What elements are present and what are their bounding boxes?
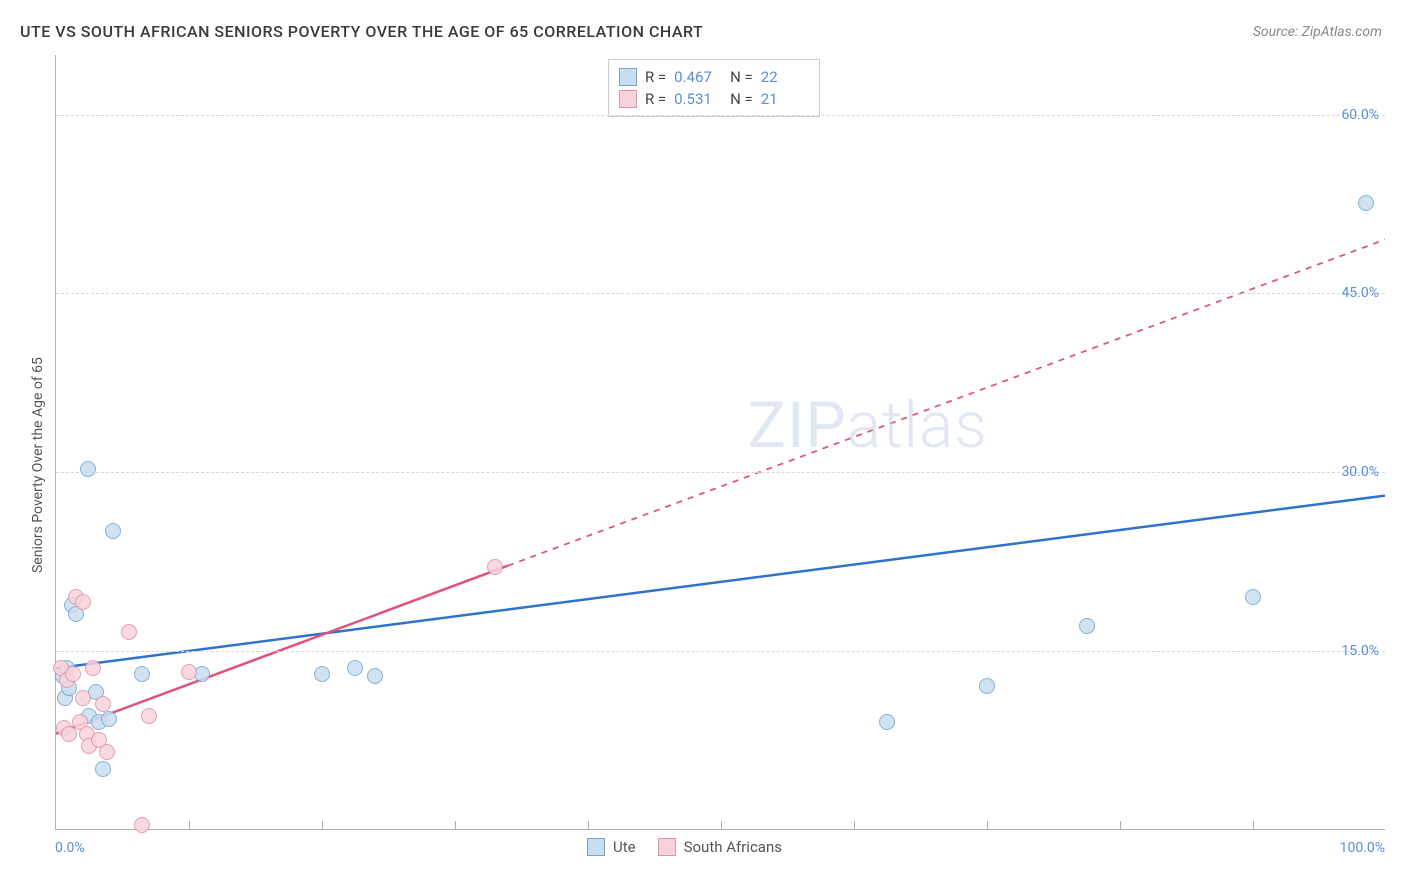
data-point (95, 761, 111, 777)
x-tick (987, 821, 988, 829)
y-tick-label: 30.0% (1341, 464, 1379, 480)
y-tick-label: 45.0% (1341, 285, 1379, 301)
data-point (80, 461, 96, 477)
legend-swatch (658, 838, 676, 856)
x-tick (1120, 821, 1121, 829)
data-point (1079, 618, 1095, 634)
data-point (194, 666, 210, 682)
gridline (56, 293, 1385, 294)
plot-area: ZIPatlas R = 0.467 N = 22 R = 0.531 N = 21 15.0… (55, 55, 1385, 830)
data-point (141, 708, 157, 724)
data-point (134, 817, 150, 833)
x-tick (322, 821, 323, 829)
gridline (56, 472, 1385, 473)
chart-container: UTE VS SOUTH AFRICAN SENIORS POVERTY OVE… (0, 0, 1406, 892)
x-tick (189, 821, 190, 829)
trend-line-solid (56, 566, 508, 734)
x-tick (455, 821, 456, 829)
n-value: 22 (761, 68, 809, 86)
data-point (95, 696, 111, 712)
data-point (105, 523, 121, 539)
data-point (979, 678, 995, 694)
r-value: 0.467 (674, 68, 722, 86)
legend-swatch (587, 838, 605, 856)
data-point (75, 594, 91, 610)
legend-label: South Africans (684, 838, 782, 856)
stats-legend: R = 0.467 N = 22 R = 0.531 N = 21 (608, 59, 820, 117)
r-label: R = (645, 68, 666, 86)
data-point (314, 666, 330, 682)
data-point (99, 744, 115, 760)
r-label: R = (645, 90, 666, 108)
legend-item: South Africans (658, 838, 782, 856)
data-point (1245, 589, 1261, 605)
watermark: ZIPatlas (748, 388, 988, 463)
trend-line-dashed (508, 240, 1385, 566)
series-legend: Ute South Africans (587, 838, 782, 856)
data-point (134, 666, 150, 682)
trend-line (56, 496, 1385, 669)
gridline (56, 115, 1385, 116)
data-point (121, 624, 137, 640)
watermark-zip: ZIP (748, 388, 847, 463)
x-tick (854, 821, 855, 829)
x-tick (1253, 821, 1254, 829)
y-tick-label: 15.0% (1341, 643, 1379, 659)
stats-legend-row: R = 0.467 N = 22 (619, 66, 809, 88)
data-point (85, 660, 101, 676)
n-label: N = (730, 90, 753, 108)
chart-title: UTE VS SOUTH AFRICAN SENIORS POVERTY OVE… (20, 22, 703, 41)
x-tick (721, 821, 722, 829)
data-point (367, 668, 383, 684)
trend-lines-svg (56, 55, 1385, 829)
r-value: 0.531 (674, 90, 722, 108)
x-axis-min-label: 0.0% (55, 840, 85, 856)
legend-swatch (619, 90, 637, 108)
data-point (181, 664, 197, 680)
n-value: 21 (761, 90, 809, 108)
data-point (487, 559, 503, 575)
data-point (347, 660, 363, 676)
data-point (879, 714, 895, 730)
legend-item: Ute (587, 838, 636, 856)
legend-label: Ute (613, 838, 636, 856)
data-point (75, 690, 91, 706)
data-point (65, 666, 81, 682)
n-label: N = (730, 68, 753, 86)
watermark-atlas: atlas (847, 388, 988, 463)
stats-legend-row: R = 0.531 N = 21 (619, 88, 809, 110)
gridline (56, 651, 1385, 652)
data-point (1358, 195, 1374, 211)
source-attribution: Source: ZipAtlas.com (1253, 24, 1382, 40)
y-axis-label: Seniors Poverty Over the Age of 65 (30, 357, 46, 573)
data-point (101, 711, 117, 727)
y-tick-label: 60.0% (1341, 107, 1379, 123)
legend-swatch (619, 68, 637, 86)
x-axis-max-label: 100.0% (1340, 840, 1385, 856)
x-tick (588, 821, 589, 829)
